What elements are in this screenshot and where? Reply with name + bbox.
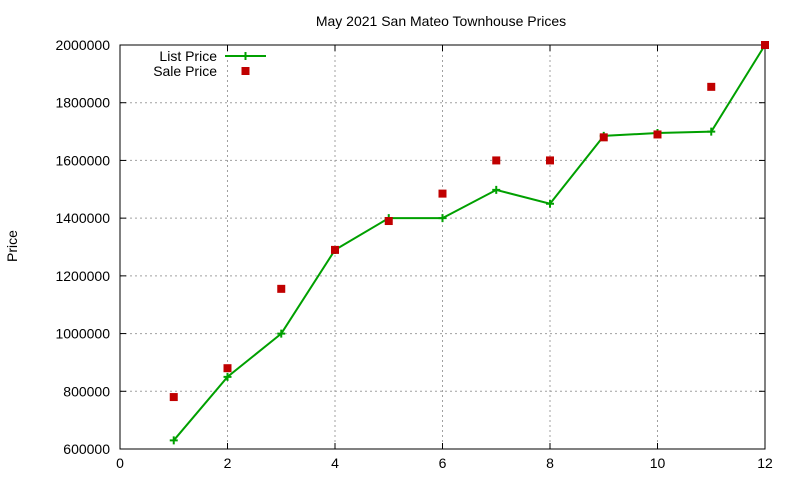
y-tick-label: 1800000 <box>55 95 110 111</box>
sale-price-marker <box>546 156 554 165</box>
y-tick-label: 2000000 <box>55 37 110 53</box>
x-tick-label: 0 <box>116 455 124 471</box>
sale-price-marker <box>599 133 608 142</box>
chart-title: May 2021 San Mateo Townhouse Prices <box>316 13 566 29</box>
legend-marker-sale-price <box>241 67 250 75</box>
list-price-marker <box>492 185 501 194</box>
y-tick-label: 1600000 <box>55 152 110 168</box>
x-tick-label: 6 <box>439 455 447 471</box>
plot-area-frame <box>119 44 766 450</box>
x-tick-label: 2 <box>224 455 232 471</box>
sale-price-marker <box>384 217 393 226</box>
x-tick-label: 8 <box>546 455 554 471</box>
sale-price-marker <box>223 364 232 373</box>
list-price-line <box>173 44 766 441</box>
list-price-marker <box>546 199 554 208</box>
sale-price-marker <box>653 130 662 139</box>
sale-price-marker <box>492 156 501 165</box>
legend-label-sale-price: Sale Price <box>153 63 217 79</box>
list-price-marker <box>438 214 447 223</box>
y-tick-label: 800000 <box>63 383 110 399</box>
sale-price-marker <box>169 393 178 402</box>
list-price-marker <box>223 372 232 381</box>
y-tick-label: 1000000 <box>55 326 110 342</box>
sale-price-marker <box>277 284 286 293</box>
legend-marker-list-price <box>241 52 250 60</box>
list-price-marker <box>707 127 716 136</box>
list-price-marker <box>277 329 286 338</box>
x-tick-label: 12 <box>757 455 773 471</box>
sale-price-marker <box>761 41 769 49</box>
y-tick-label: 1200000 <box>55 268 110 284</box>
y-axis-ticks: 600000 800000 1000000 1200000 1400000 1600000… <box>55 37 765 457</box>
x-tick-label: 4 <box>331 455 339 471</box>
y-axis-label: Price <box>4 230 20 262</box>
x-axis-ticks: 0 2 4 6 8 10 12 <box>116 45 773 471</box>
y-tick-label: 600000 <box>63 441 110 457</box>
sale-price-marker <box>331 245 339 254</box>
sale-price-marker <box>707 82 716 91</box>
sale-price-marker <box>438 189 447 198</box>
x-tick-label: 10 <box>650 455 666 471</box>
data-series <box>169 41 769 445</box>
y-tick-label: 1400000 <box>55 210 110 226</box>
legend-label-list-price: List Price <box>159 48 217 64</box>
list-price-marker <box>169 436 178 445</box>
